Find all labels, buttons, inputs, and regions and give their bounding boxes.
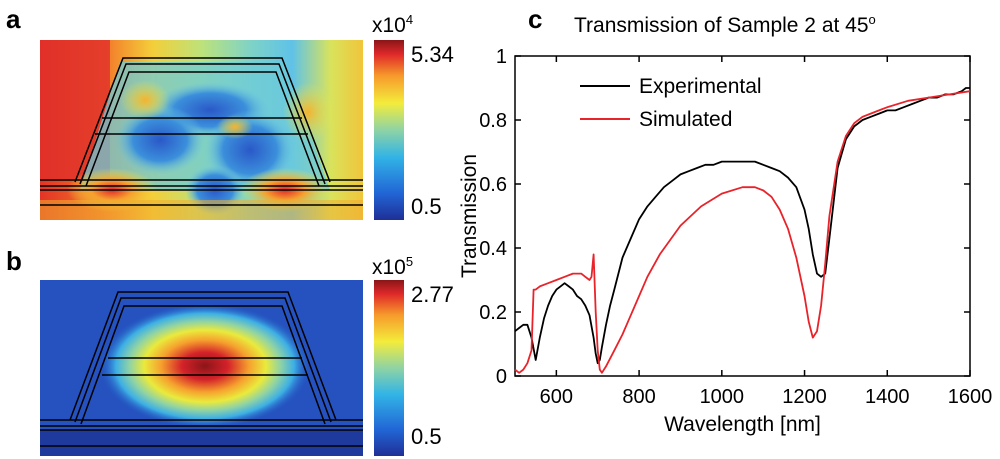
colorbar-max-b: 2.77 [411, 282, 454, 307]
y-tick-label: 0.8 [479, 110, 507, 132]
colorbar-a [374, 40, 404, 220]
y-axis-label: Transmission [460, 154, 481, 278]
transmission-chart: 0 0.2 0.4 0.6 0.8 1 600 800 1000 1200 1400 1600 Ex… [460, 46, 993, 436]
x-tick-label: 800 [622, 386, 655, 408]
y-tick-label: 0 [496, 366, 507, 388]
chart-title: Transmission of Sample 2 at 45o [574, 12, 876, 37]
panel-letter-b: b [6, 246, 22, 276]
legend-label-experimental: Experimental [639, 75, 762, 98]
legend-label-simulated: Simulated [639, 108, 732, 131]
series-line-experimental [514, 87, 970, 365]
x-tick-label: 1000 [700, 386, 745, 408]
x-tick-label: 1400 [865, 386, 910, 408]
y-tick-label: 1 [496, 46, 507, 68]
colorbar-min-b: 0.5 [411, 424, 442, 449]
colorbar-exponent-a: x104 [372, 12, 414, 37]
y-tick-label: 0.2 [479, 302, 507, 324]
x-tick-label: 600 [540, 386, 573, 408]
x-tick-label: 1200 [782, 386, 827, 408]
plot-frame [514, 55, 971, 377]
x-axis-label: Wavelength [nm] [664, 413, 821, 436]
colorbar-max-a: 5.34 [411, 42, 454, 67]
field-map-b [40, 280, 363, 456]
colorbar-exponent-b: x105 [372, 254, 414, 279]
panel-letter-c: c [528, 4, 543, 34]
colorbar-b [374, 280, 404, 456]
y-tick-label: 0.6 [479, 174, 507, 196]
field-map-a [40, 40, 363, 220]
series-line-simulated [514, 90, 971, 374]
x-tick-label: 1600 [948, 386, 993, 408]
colorbar-min-a: 0.5 [411, 194, 442, 219]
panel-letter-a: a [6, 4, 21, 34]
y-tick-label: 0.4 [479, 238, 507, 260]
